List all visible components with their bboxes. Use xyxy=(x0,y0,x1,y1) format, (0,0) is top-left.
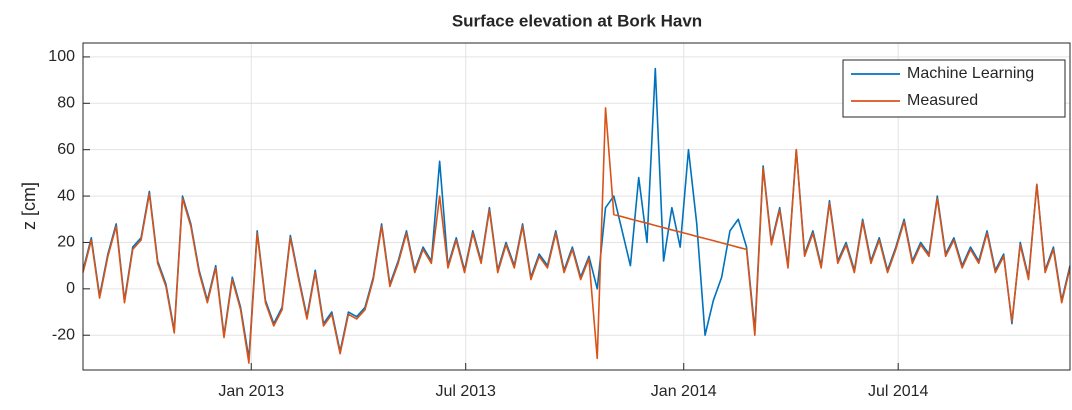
y-tick-label: 60 xyxy=(57,141,75,158)
x-tick-label: Jul 2013 xyxy=(435,383,496,400)
y-tick-label: 20 xyxy=(57,234,75,251)
x-tick-label: Jul 2014 xyxy=(868,383,929,400)
y-tick-label: 40 xyxy=(57,187,75,204)
y-tick-label: 80 xyxy=(57,95,75,112)
legend-label: Machine Learning xyxy=(907,65,1034,82)
y-tick-label: -20 xyxy=(52,326,75,343)
series-line xyxy=(82,107,1071,364)
chart-title: Surface elevation at Bork Havn xyxy=(452,11,702,30)
y-axis-label: z [cm] xyxy=(19,182,39,230)
y-tick-label: 100 xyxy=(48,48,75,65)
legend: Machine Learning Measured xyxy=(842,59,1066,118)
legend-box xyxy=(842,59,1066,118)
x-tick-label: Jan 2014 xyxy=(651,383,717,400)
y-tick-label: 0 xyxy=(66,280,75,297)
plot-frame xyxy=(82,42,1071,371)
x-tick-label: Jan 2013 xyxy=(218,383,284,400)
legend-label: Measured xyxy=(907,92,978,109)
